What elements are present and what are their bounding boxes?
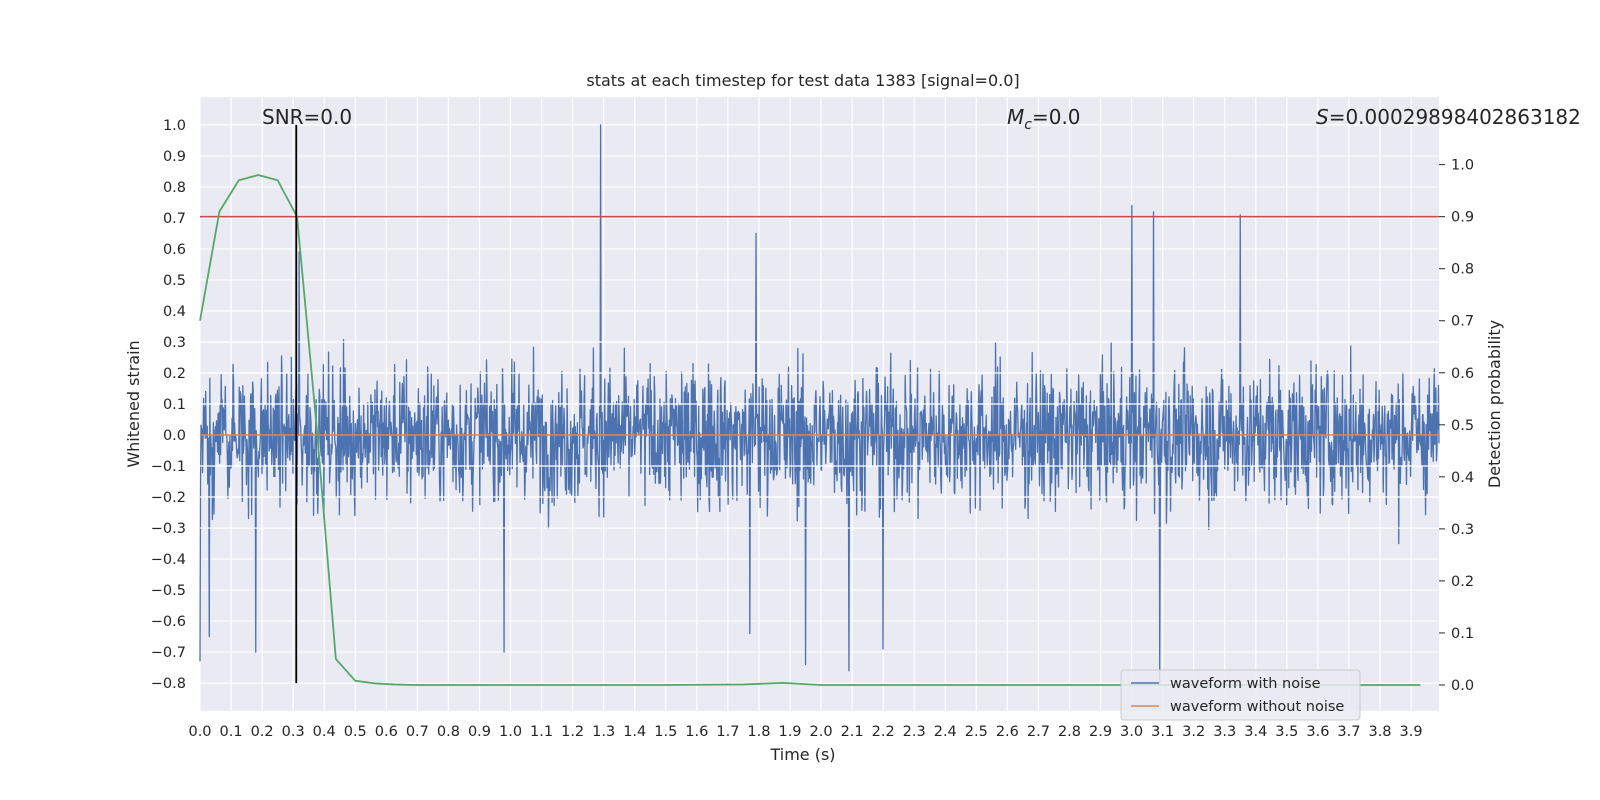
x-tick-label: 2.8 <box>1058 724 1081 740</box>
x-tick-label: 0.9 <box>468 724 491 740</box>
y-tick-label: 0.3 <box>163 335 186 351</box>
x-tick-label: 2.3 <box>903 724 926 740</box>
x-axis-ticks: 0.0 0.1 0.2 0.3 0.4 0.5 0.6 0.7 0.8 0.9 1.0 1.1 1.2 1… <box>188 724 1422 740</box>
snr-annotation: SNR=0.0 <box>262 105 352 129</box>
x-tick-label: 2.4 <box>934 724 957 740</box>
x-tick-label: 0.1 <box>220 724 243 740</box>
y-tick-label: 0.0 <box>163 428 186 444</box>
x-tick-label: 0.2 <box>251 724 274 740</box>
y2-tick-label: 0.1 <box>1451 626 1474 642</box>
x-tick-label: 1.3 <box>592 724 615 740</box>
legend: waveform with noise waveform without noi… <box>1120 669 1361 721</box>
x-tick-label: 0.4 <box>313 724 336 740</box>
x-tick-label: 2.2 <box>872 724 895 740</box>
x-tick-label: 3.6 <box>1306 724 1329 740</box>
y2-tick-label: 0.2 <box>1451 574 1474 590</box>
y2-tick-label: 0.6 <box>1451 366 1474 382</box>
y2-tick-label: 0.5 <box>1451 418 1474 434</box>
x-tick-label: 2.5 <box>965 724 988 740</box>
x-tick-label: 1.5 <box>654 724 677 740</box>
x-tick-label: 0.8 <box>437 724 460 740</box>
x-tick-label: 1.0 <box>499 724 522 740</box>
y-tick-label: −0.4 <box>151 552 186 568</box>
snr-statistic-annotation: S=0.00029898402863182 <box>1316 105 1581 129</box>
y-tick-label: −0.7 <box>151 645 186 661</box>
x-tick-label: 3.8 <box>1368 724 1391 740</box>
y2-tick-label: 0.0 <box>1451 678 1474 694</box>
chirp-mass-value: =0.0 <box>1032 105 1081 129</box>
y-tick-label: −0.5 <box>151 583 186 599</box>
snr-statistic-symbol: S <box>1316 105 1329 129</box>
x-tick-label: 3.1 <box>1151 724 1174 740</box>
x-axis-label: Time (s) <box>769 745 835 764</box>
x-tick-label: 1.2 <box>561 724 584 740</box>
detection-probability-line <box>199 174 1421 686</box>
snr-statistic-value: =0.00029898402863182 <box>1329 105 1581 129</box>
x-tick-label: 3.7 <box>1337 724 1360 740</box>
y-tick-label: 0.6 <box>163 242 186 258</box>
y-tick-label: −0.1 <box>151 459 186 475</box>
y-tick-label: 0.9 <box>163 149 186 165</box>
x-tick-label: 1.6 <box>685 724 708 740</box>
legend-label-clean: waveform without noise <box>1170 699 1344 715</box>
x-tick-label: 0.0 <box>188 724 211 740</box>
chart-title: stats at each timestep for test data 138… <box>586 71 1019 90</box>
y-axis-label: Whitened strain <box>124 340 143 467</box>
y2-tick-label: 0.9 <box>1451 210 1474 226</box>
x-tick-label: 3.3 <box>1213 724 1236 740</box>
y-tick-label: 0.1 <box>163 397 186 413</box>
chirp-mass-symbol: M <box>1007 105 1024 129</box>
x-tick-label: 0.5 <box>344 724 367 740</box>
x-tick-label: 3.9 <box>1400 724 1423 740</box>
y-tick-label: −0.6 <box>151 614 186 630</box>
y2-tick-label: 0.4 <box>1451 470 1474 486</box>
x-tick-label: 3.4 <box>1244 724 1267 740</box>
chirp-mass-subscript: c <box>1024 117 1032 133</box>
y-tick-label: 0.5 <box>163 273 186 289</box>
y-tick-label: −0.2 <box>151 490 186 506</box>
chirp-mass-annotation: Mc=0.0 <box>1007 105 1081 133</box>
y-tick-label: −0.8 <box>151 676 186 692</box>
waveform-with-noise-line <box>199 124 1440 684</box>
y2-axis-label: Detection probability <box>1485 320 1504 488</box>
x-tick-label: 0.6 <box>375 724 398 740</box>
legend-box <box>1120 669 1361 721</box>
y2-tick-label: 0.3 <box>1451 522 1474 538</box>
x-tick-label: 2.9 <box>1089 724 1112 740</box>
y-tick-label: 0.4 <box>163 304 186 320</box>
x-tick-label: 1.1 <box>530 724 553 740</box>
legend-label-noise: waveform with noise <box>1170 676 1321 692</box>
y-tick-label: 1.0 <box>163 118 186 134</box>
x-tick-label: 0.3 <box>282 724 305 740</box>
x-tick-label: 2.0 <box>810 724 833 740</box>
overlay-lines <box>199 124 1439 686</box>
y-tick-label: 0.2 <box>163 366 186 382</box>
x-tick-label: 0.7 <box>406 724 429 740</box>
x-tick-label: 2.7 <box>1027 724 1050 740</box>
x-tick-label: 3.2 <box>1182 724 1205 740</box>
x-tick-label: 3.0 <box>1120 724 1143 740</box>
x-tick-label: 1.4 <box>623 724 646 740</box>
y2-tick-label: 0.8 <box>1451 262 1474 278</box>
y2-axis-ticks: 0.0 0.1 0.2 0.3 0.4 0.5 0.6 0.7 0.8 0.9 1.0 <box>1439 158 1474 694</box>
waveform-with-noise-series <box>199 124 1440 684</box>
y-tick-label: 0.8 <box>163 180 186 196</box>
y-axis-ticks: −0.8 −0.7 −0.6 −0.5 −0.4 −0.3 −0.2 −0.1 0.0 0.1 0.… <box>151 118 186 692</box>
x-tick-label: 1.9 <box>778 724 801 740</box>
y-tick-label: 0.7 <box>163 211 186 227</box>
x-tick-label: 2.1 <box>841 724 864 740</box>
y2-tick-label: 0.7 <box>1451 314 1474 330</box>
x-tick-label: 1.7 <box>716 724 739 740</box>
y-tick-label: −0.3 <box>151 521 186 537</box>
x-tick-label: 3.5 <box>1275 724 1298 740</box>
x-tick-label: 1.8 <box>747 724 770 740</box>
x-tick-label: 2.6 <box>996 724 1019 740</box>
y2-tick-label: 1.0 <box>1451 158 1474 174</box>
